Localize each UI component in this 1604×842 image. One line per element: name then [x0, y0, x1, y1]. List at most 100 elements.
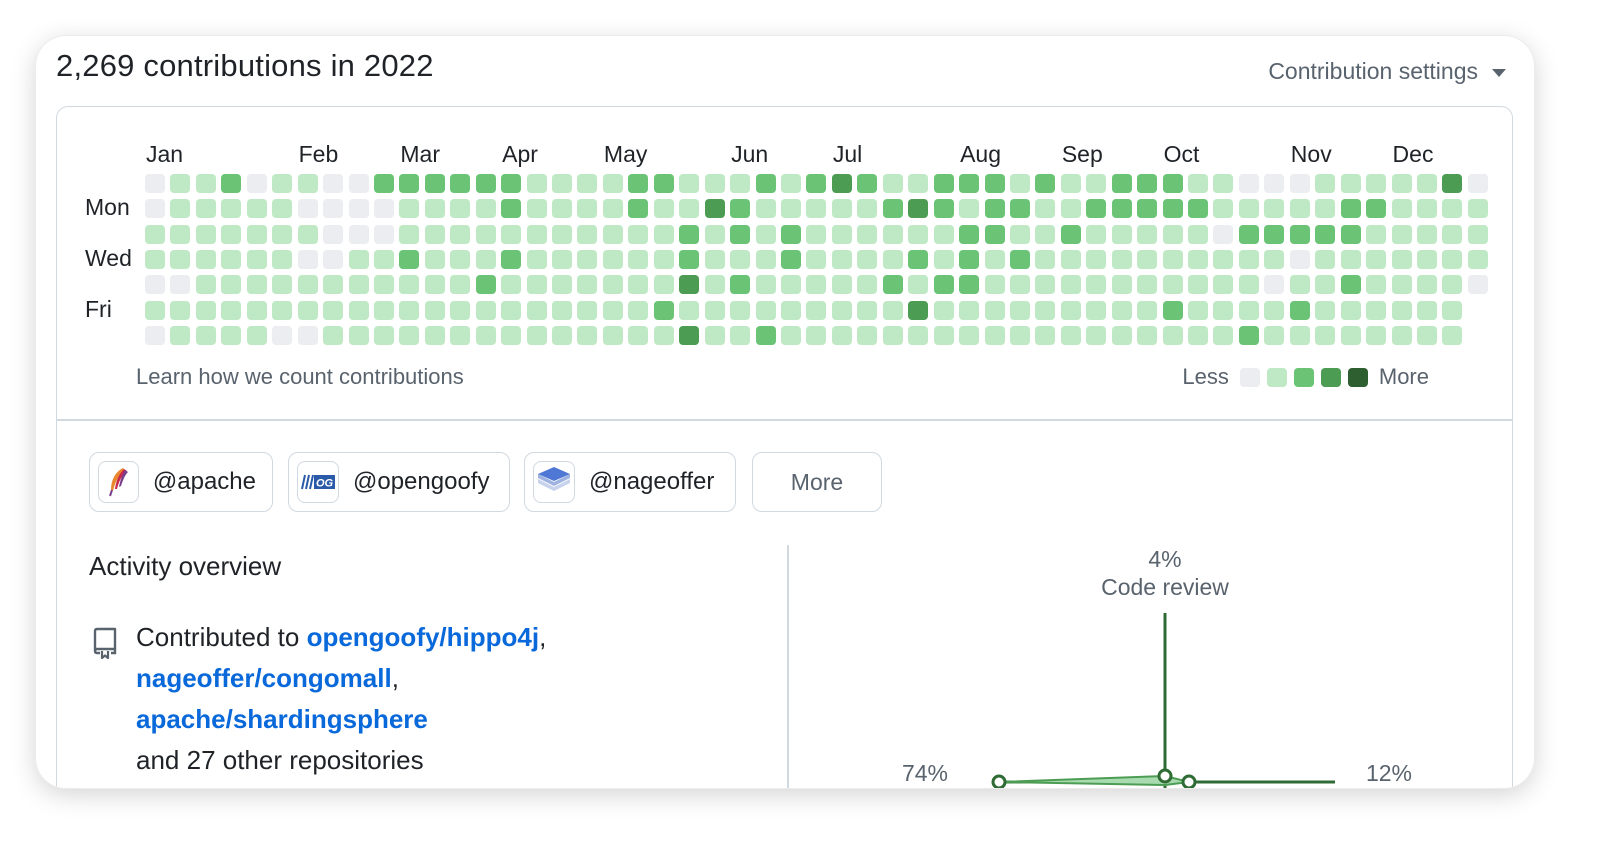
contribution-day[interactable]	[1442, 325, 1463, 345]
contribution-day[interactable]	[933, 174, 954, 193]
contribution-day[interactable]	[424, 249, 445, 269]
contribution-day[interactable]	[781, 249, 801, 269]
contribution-day[interactable]	[373, 199, 394, 219]
contribution-day[interactable]	[526, 224, 547, 244]
contribution-day[interactable]	[1060, 300, 1081, 320]
contribution-day[interactable]	[145, 325, 165, 345]
contribution-day[interactable]	[1340, 224, 1361, 244]
contribution-day[interactable]	[831, 300, 852, 320]
contribution-day[interactable]	[1188, 275, 1209, 295]
contribution-day[interactable]	[577, 325, 598, 345]
contribution-day[interactable]	[1009, 199, 1030, 219]
contribution-day[interactable]	[1442, 224, 1463, 244]
contribution-day[interactable]	[781, 325, 801, 345]
contribution-day[interactable]	[373, 325, 394, 345]
contribution-day[interactable]	[1264, 300, 1285, 320]
contribution-day[interactable]	[501, 174, 522, 193]
contribution-day[interactable]	[1162, 249, 1183, 269]
contribution-day[interactable]	[145, 275, 165, 295]
contribution-day[interactable]	[450, 224, 471, 244]
contribution-day[interactable]	[1213, 275, 1234, 295]
contribution-day[interactable]	[1467, 249, 1488, 269]
contribution-day[interactable]	[1009, 174, 1030, 193]
contribution-day[interactable]	[323, 300, 344, 320]
contribution-day[interactable]	[1366, 249, 1387, 269]
contribution-day[interactable]	[1035, 325, 1056, 345]
contribution-day[interactable]	[1188, 174, 1209, 193]
contribution-day[interactable]	[246, 199, 267, 219]
contribution-day[interactable]	[1086, 275, 1107, 295]
contribution-day[interactable]	[323, 325, 344, 345]
contribution-day[interactable]	[831, 174, 852, 193]
contribution-day[interactable]	[424, 199, 445, 219]
contribution-day[interactable]	[908, 249, 929, 269]
contribution-day[interactable]	[526, 199, 547, 219]
contribution-day[interactable]	[1188, 325, 1209, 345]
contribution-day[interactable]	[628, 275, 649, 295]
contribution-day[interactable]	[1086, 174, 1107, 193]
contribution-day[interactable]	[679, 199, 700, 219]
contribution-day[interactable]	[552, 300, 573, 320]
contribution-day[interactable]	[1111, 275, 1132, 295]
contribution-day[interactable]	[1315, 275, 1336, 295]
contribution-day[interactable]	[730, 249, 751, 269]
contribution-day[interactable]	[221, 174, 242, 193]
contribution-day[interactable]	[679, 325, 700, 345]
contribution-day[interactable]	[501, 300, 522, 320]
contribution-day[interactable]	[552, 275, 573, 295]
contribution-day[interactable]	[806, 199, 827, 219]
contribution-day[interactable]	[1391, 249, 1412, 269]
contribution-day[interactable]	[959, 249, 980, 269]
contribution-day[interactable]	[424, 174, 445, 193]
contribution-day[interactable]	[781, 300, 801, 320]
contribution-day[interactable]	[933, 300, 954, 320]
contribution-day[interactable]	[348, 174, 369, 193]
contribution-day[interactable]	[653, 275, 674, 295]
contribution-day[interactable]	[1238, 249, 1259, 269]
contribution-day[interactable]	[1315, 174, 1336, 193]
contribution-day[interactable]	[1264, 275, 1285, 295]
contribution-day[interactable]	[602, 249, 623, 269]
contribution-day[interactable]	[246, 224, 267, 244]
contribution-day[interactable]	[1289, 199, 1310, 219]
contribution-day[interactable]	[1035, 224, 1056, 244]
contribution-day[interactable]	[1391, 275, 1412, 295]
contribution-day[interactable]	[1137, 199, 1158, 219]
contribution-day[interactable]	[1289, 249, 1310, 269]
contribution-day[interactable]	[526, 174, 547, 193]
contribution-day[interactable]	[1111, 249, 1132, 269]
contribution-day[interactable]	[857, 174, 878, 193]
contribution-day[interactable]	[781, 224, 801, 244]
contribution-day[interactable]	[1238, 325, 1259, 345]
contribution-day[interactable]	[806, 275, 827, 295]
contribution-day[interactable]	[1289, 300, 1310, 320]
contribution-day[interactable]	[272, 249, 293, 269]
contribution-day[interactable]	[501, 325, 522, 345]
contribution-day[interactable]	[1162, 325, 1183, 345]
contribution-day[interactable]	[831, 224, 852, 244]
contribution-day[interactable]	[959, 325, 980, 345]
contribution-day[interactable]	[781, 275, 801, 295]
contribution-day[interactable]	[679, 275, 700, 295]
contribution-day[interactable]	[1467, 224, 1488, 244]
contribution-day[interactable]	[755, 325, 776, 345]
contribution-day[interactable]	[552, 199, 573, 219]
contribution-day[interactable]	[1366, 300, 1387, 320]
contribution-day[interactable]	[373, 300, 394, 320]
contribution-day[interactable]	[1467, 275, 1488, 295]
contribution-day[interactable]	[1417, 325, 1437, 345]
contribution-day[interactable]	[170, 174, 191, 193]
contribution-day[interactable]	[857, 300, 878, 320]
org-filter-nageoffer[interactable]: @nageoffer	[524, 452, 736, 512]
contribution-day[interactable]	[882, 325, 903, 345]
contribution-day[interactable]	[348, 224, 369, 244]
contribution-day[interactable]	[1060, 325, 1081, 345]
contribution-day[interactable]	[450, 300, 471, 320]
contribution-day[interactable]	[475, 249, 496, 269]
contribution-day[interactable]	[730, 224, 751, 244]
contribution-day[interactable]	[323, 249, 344, 269]
contribution-day[interactable]	[984, 249, 1005, 269]
contribution-day[interactable]	[1035, 249, 1056, 269]
contribution-day[interactable]	[1238, 300, 1259, 320]
contribution-day[interactable]	[908, 325, 929, 345]
